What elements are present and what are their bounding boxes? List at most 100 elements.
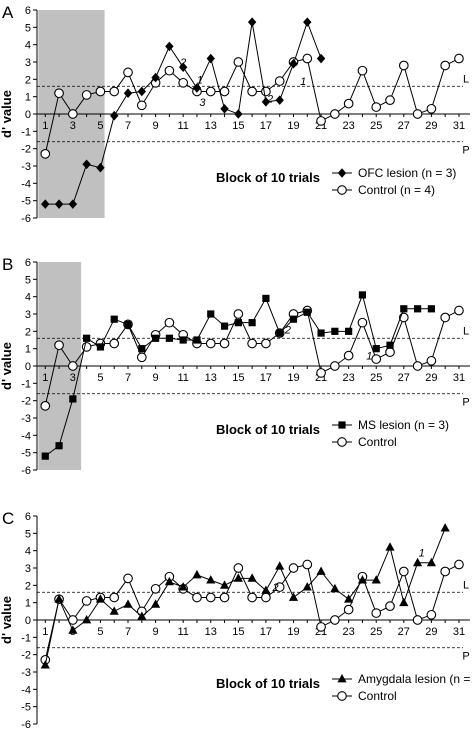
y-tick-label: -4 — [21, 178, 31, 190]
y-tick-label: 1 — [25, 598, 31, 610]
data-point — [55, 442, 63, 450]
data-point — [205, 86, 216, 97]
legend-label: OFC lesion (n = 3) — [358, 166, 456, 180]
x-tick-label: 31 — [453, 626, 465, 638]
data-point — [289, 315, 298, 323]
data-point — [426, 609, 437, 620]
data-point — [357, 317, 368, 328]
y-tick-label: -4 — [21, 684, 31, 696]
y-tick-label: 4 — [25, 546, 31, 558]
data-point — [150, 583, 161, 594]
data-point — [192, 569, 202, 579]
data-point — [123, 67, 133, 78]
legend-label: MS lesion (n = 3) — [358, 418, 449, 432]
data-point — [233, 563, 244, 573]
x-tick-label: 25 — [370, 120, 382, 132]
data-point — [247, 86, 257, 97]
data-point — [357, 65, 368, 76]
data-point — [165, 334, 173, 342]
panel-label: A — [2, 3, 14, 22]
x-tick-label: 1 — [42, 626, 48, 638]
x-tick-label: 5 — [97, 120, 103, 132]
data-point — [68, 199, 78, 209]
criterion-label: P — [462, 145, 469, 157]
data-point — [220, 322, 229, 330]
legend-marker — [337, 674, 347, 683]
legend-label: Control — [358, 689, 397, 703]
data-point — [426, 103, 437, 114]
y-tick-label: 6 — [25, 257, 31, 269]
data-point — [68, 109, 78, 119]
data-point — [413, 305, 422, 313]
x-tick-label: 1 — [42, 120, 48, 132]
data-point — [302, 559, 313, 570]
legend-marker — [337, 437, 347, 447]
x-tick-label: 23 — [343, 626, 355, 638]
y-tick-label: 2 — [25, 74, 31, 86]
point-annotation: 1 — [300, 76, 306, 88]
data-point — [164, 317, 175, 328]
data-point — [233, 573, 243, 582]
y-tick-label: -5 — [21, 702, 31, 714]
x-tick-label: 9 — [153, 120, 159, 132]
point-annotation: 2 — [284, 325, 291, 337]
y-tick-label: -1 — [21, 632, 31, 644]
data-point — [109, 86, 120, 97]
data-point — [330, 361, 340, 371]
data-point — [109, 592, 120, 603]
y-tick-label: -2 — [21, 144, 31, 156]
data-point — [82, 615, 92, 624]
data-point — [41, 452, 49, 460]
data-point — [275, 95, 284, 105]
data-point — [343, 98, 354, 109]
y-tick-label: -6 — [21, 719, 31, 731]
data-point — [54, 88, 64, 99]
data-point — [302, 582, 312, 591]
x-tick-label: 25 — [370, 372, 382, 384]
data-point — [219, 592, 230, 603]
series-line — [44, 527, 446, 666]
data-point — [248, 319, 256, 327]
data-point — [274, 582, 285, 592]
data-point — [137, 611, 147, 620]
y-tick-label: 0 — [25, 361, 31, 373]
legend-label: Control (n = 4) — [358, 183, 435, 197]
criterion-label: L — [463, 73, 469, 85]
criterion-label: P — [462, 651, 469, 663]
data-point — [40, 401, 51, 411]
data-point — [426, 557, 436, 567]
data-point — [81, 90, 92, 100]
data-point — [261, 592, 271, 603]
data-point — [345, 327, 353, 335]
data-point — [412, 361, 423, 371]
y-tick-label: -5 — [21, 448, 31, 460]
x-tick-label: 7 — [125, 372, 131, 384]
data-point — [386, 341, 394, 349]
data-point — [95, 86, 106, 97]
x-axis-label: Block of 10 trials — [216, 422, 320, 437]
data-point — [138, 345, 146, 353]
y-tick-label: -4 — [21, 430, 31, 442]
data-point — [303, 17, 312, 27]
data-point — [54, 594, 64, 603]
data-point — [247, 592, 257, 603]
data-point — [178, 62, 188, 72]
data-point — [40, 660, 50, 669]
data-point — [358, 291, 367, 299]
x-tick-label: 7 — [125, 626, 131, 638]
y-tick-label: -6 — [21, 465, 31, 477]
data-point — [371, 608, 382, 618]
legend-label: Control — [358, 435, 397, 449]
x-tick-label: 1 — [42, 372, 48, 384]
data-point — [206, 53, 215, 64]
point-annotation: 3 — [199, 97, 206, 109]
x-tick-label: 23 — [343, 120, 355, 132]
data-point — [331, 327, 339, 335]
point-annotation: 2 — [266, 93, 273, 105]
data-point — [234, 319, 242, 327]
point-annotation: 2 — [272, 582, 279, 594]
y-tick-label: 4 — [25, 40, 31, 52]
data-point — [302, 53, 313, 64]
